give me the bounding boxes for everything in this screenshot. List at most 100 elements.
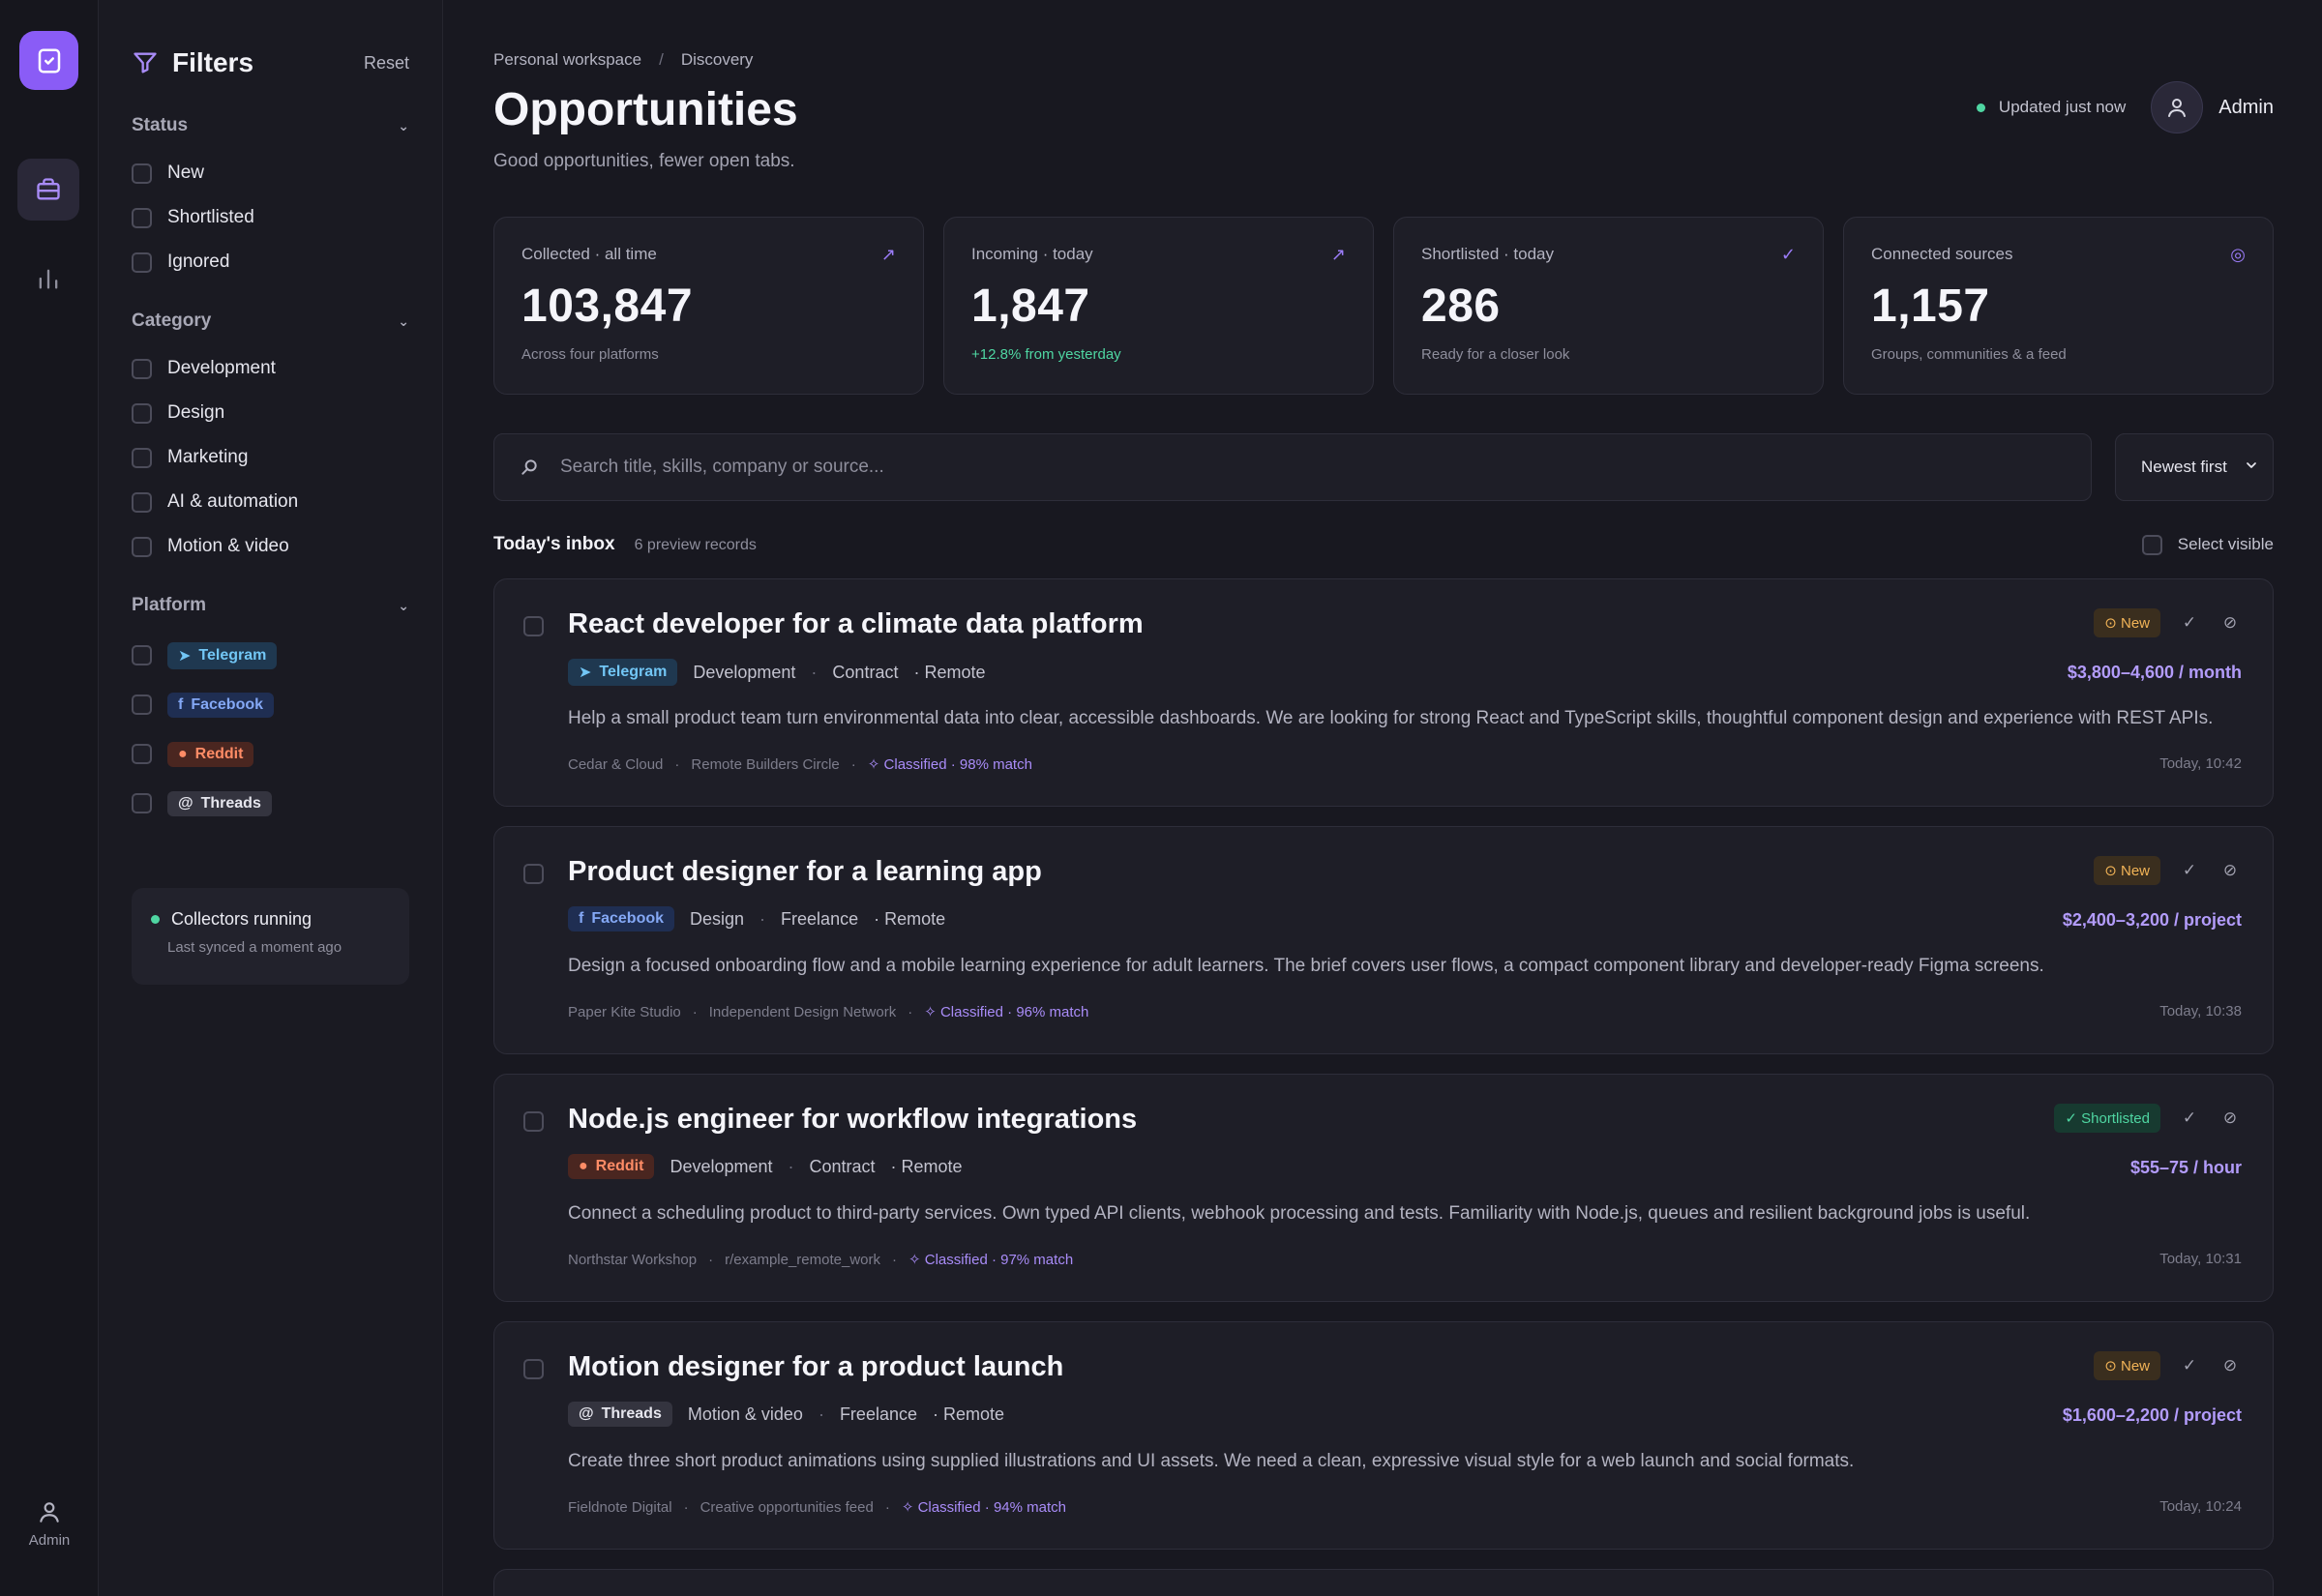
classified-label: ✧ Classified · 96% match: [924, 1004, 1089, 1020]
platform-pill: f Facebook: [568, 906, 675, 931]
opportunity-card[interactable]: React developer for a climate data platf…: [493, 578, 2274, 807]
filter-group-status: Status ⌄ New Shortlisted Ignored: [132, 106, 409, 284]
filter-option-threads[interactable]: @ Threads: [132, 779, 409, 828]
collectors-sub: Last synced a moment ago: [167, 939, 342, 956]
ignore-icon[interactable]: ⊘: [2222, 861, 2238, 879]
card-source: Independent Design Network: [708, 1003, 897, 1020]
chevron-down-icon: ⌄: [398, 117, 409, 133]
card-category: Motion & video: [687, 1404, 803, 1424]
filter-option[interactable]: AI & automation: [132, 480, 409, 524]
opportunity-card[interactable]: [493, 1569, 2274, 1596]
stat-value: 1,847: [971, 281, 1090, 332]
checkbox[interactable]: [132, 163, 152, 184]
sort-value: Newest first: [2141, 458, 2227, 476]
checkbox[interactable]: [132, 793, 152, 813]
filter-option[interactable]: New: [132, 151, 409, 195]
checkbox[interactable]: [523, 1111, 544, 1132]
option-label: Ignored: [167, 251, 230, 272]
select-visible[interactable]: Select visible: [2141, 534, 2274, 555]
checkbox[interactable]: [132, 358, 152, 379]
checkbox[interactable]: [2141, 534, 2162, 555]
meta-separator: ·: [759, 908, 766, 929]
card-title[interactable]: Node.js engineer for workflow integratio…: [568, 1104, 1138, 1135]
checkbox[interactable]: [132, 645, 152, 665]
checkbox[interactable]: [132, 536, 152, 557]
platform-pill: ➤ Telegram: [568, 659, 678, 686]
filter-icon: [134, 52, 157, 74]
checkbox[interactable]: [523, 616, 544, 636]
user-menu[interactable]: Admin: [2151, 81, 2274, 133]
card-location: · Remote: [874, 908, 946, 929]
checkbox[interactable]: [132, 695, 152, 715]
telegram-icon: ➤: [579, 665, 592, 681]
filter-option[interactable]: Motion & video: [132, 524, 409, 569]
opportunity-card[interactable]: Product designer for a learning app f Fac…: [493, 826, 2274, 1054]
checkbox[interactable]: [523, 1359, 544, 1379]
breadcrumb-item[interactable]: Discovery: [680, 50, 754, 69]
opportunity-card[interactable]: Node.js engineer for workflow integratio…: [493, 1074, 2274, 1302]
shortlist-check-icon[interactable]: ✓: [2182, 861, 2197, 879]
shortlist-check-icon[interactable]: ✓: [2182, 1356, 2197, 1374]
meta-separator: ·: [892, 1251, 898, 1268]
checkbox[interactable]: [132, 447, 152, 468]
filter-option[interactable]: Shortlisted: [132, 195, 409, 240]
filter-option-reddit[interactable]: ● Reddit: [132, 729, 409, 779]
filter-option[interactable]: Development: [132, 346, 409, 391]
reddit-icon: ●: [178, 745, 188, 762]
collectors-status: Collectors running Last synced a moment …: [132, 888, 409, 985]
card-description: Connect a scheduling product to third-pa…: [568, 1203, 2031, 1224]
opportunity-card[interactable]: Motion designer for a product launch @ Th…: [493, 1321, 2274, 1550]
card-source: Creative opportunities feed: [700, 1498, 874, 1516]
ignore-icon[interactable]: ⊘: [2222, 613, 2238, 632]
ignore-icon[interactable]: ⊘: [2222, 1108, 2238, 1127]
card-title[interactable]: Product designer for a learning app: [568, 856, 1042, 887]
shortlist-check-icon[interactable]: ✓: [2182, 613, 2197, 632]
checkbox[interactable]: [132, 491, 152, 513]
filter-group-header[interactable]: Status ⌄: [132, 106, 409, 145]
nav-opportunities-icon[interactable]: [17, 159, 79, 221]
checkbox[interactable]: [523, 864, 544, 884]
card-time: Today, 10:42: [2159, 755, 2242, 772]
meta-separator: ·: [674, 755, 680, 773]
shortlist-check-icon[interactable]: ✓: [2182, 1108, 2197, 1127]
search-input[interactable]: [560, 457, 2066, 478]
card-title[interactable]: Motion designer for a product launch: [568, 1351, 1064, 1382]
checkbox[interactable]: [132, 402, 152, 424]
target-icon: ◎: [2230, 245, 2246, 264]
checkbox[interactable]: [132, 744, 152, 764]
pill-label: Telegram: [198, 646, 267, 664]
stat-sub: Across four platforms: [521, 346, 659, 363]
sort-select[interactable]: Newest first: [2115, 433, 2274, 501]
filter-option-facebook[interactable]: f Facebook: [132, 680, 409, 729]
card-location: · Remote: [890, 1156, 963, 1176]
nav-analytics-icon[interactable]: [17, 248, 79, 310]
card-time: Today, 10:24: [2159, 1498, 2242, 1515]
status-badge: ⊙ New: [2094, 1351, 2160, 1380]
classified-text: Classified · 94% match: [917, 1499, 1066, 1516]
reset-button[interactable]: Reset: [363, 52, 409, 73]
ignore-icon[interactable]: ⊘: [2222, 1356, 2238, 1374]
card-price: $2,400–3,200 / project: [2062, 910, 2242, 930]
rail-user[interactable]: Admin: [0, 1499, 99, 1549]
filter-option-telegram[interactable]: ➤ Telegram: [132, 631, 409, 680]
opportunity-list: React developer for a climate data platf…: [493, 578, 2274, 1596]
filter-group-header[interactable]: Platform ⌄: [132, 586, 409, 625]
app-logo-icon[interactable]: [19, 31, 78, 90]
trend-up-icon: ↗: [880, 245, 896, 264]
checkbox[interactable]: [132, 207, 152, 228]
search-box: [493, 433, 2092, 501]
filter-option[interactable]: Marketing: [132, 435, 409, 480]
stat-card: Collected · all time 103,847 Across four…: [493, 217, 924, 395]
classified-label: ✧ Classified · 98% match: [867, 756, 1032, 773]
checkbox[interactable]: [132, 251, 152, 273]
update-status: Updated just now: [1976, 98, 2126, 117]
card-category: Development: [670, 1156, 773, 1176]
filter-option[interactable]: Ignored: [132, 240, 409, 284]
filter-group-category: Category ⌄ Development Design Marketing …: [132, 302, 409, 569]
filter-option[interactable]: Design: [132, 391, 409, 435]
chevron-down-icon: [2244, 458, 2259, 478]
breadcrumb-item[interactable]: Personal workspace: [493, 50, 642, 69]
card-title[interactable]: React developer for a climate data platf…: [568, 608, 1144, 639]
filter-group-header[interactable]: Category ⌄: [132, 302, 409, 340]
stats-row: Collected · all time 103,847 Across four…: [493, 217, 2274, 395]
